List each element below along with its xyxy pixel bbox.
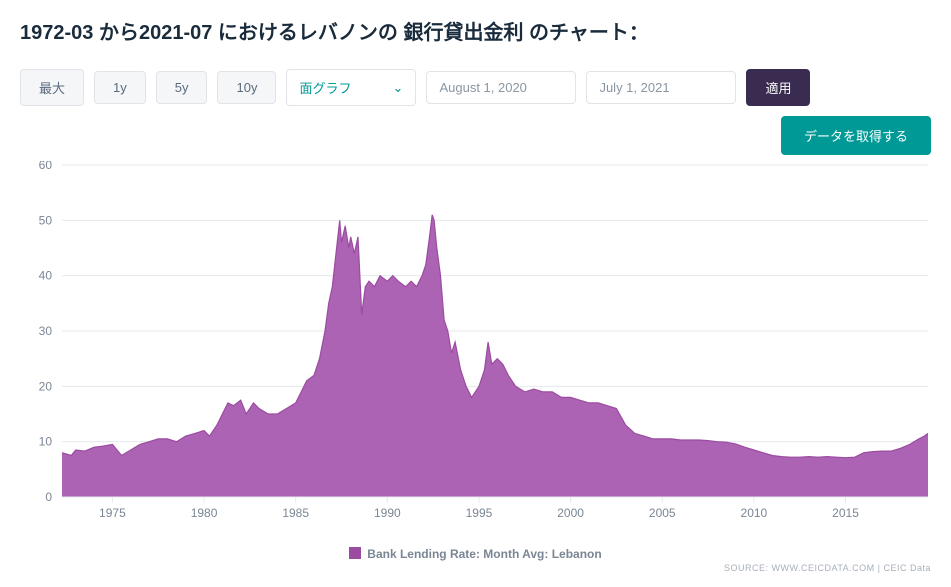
svg-text:40: 40 (39, 269, 53, 283)
range-5y-button[interactable]: 5y (156, 71, 208, 104)
svg-text:1990: 1990 (374, 506, 401, 520)
toolbar: 最大 1y 5y 10y 面グラフ ⌄ August 1, 2020 July … (20, 69, 931, 106)
date-from-input[interactable]: August 1, 2020 (426, 71, 576, 104)
svg-text:60: 60 (39, 161, 53, 172)
svg-text:2000: 2000 (557, 506, 584, 520)
page-title: 1972-03 から2021-07 におけるレバノンの 銀行貸出金利 のチャート… (20, 16, 931, 45)
chart-type-select[interactable]: 面グラフ ⌄ (286, 69, 416, 106)
svg-text:2005: 2005 (649, 506, 676, 520)
svg-text:2015: 2015 (832, 506, 859, 520)
date-to-input[interactable]: July 1, 2021 (586, 71, 736, 104)
source-attribution: SOURCE: WWW.CEICDATA.COM | CEIC Data (20, 563, 931, 573)
svg-text:2010: 2010 (741, 506, 768, 520)
legend-label: Bank Lending Rate: Month Avg: Lebanon (367, 547, 601, 561)
range-max-button[interactable]: 最大 (20, 69, 84, 106)
svg-text:30: 30 (39, 324, 53, 338)
svg-text:1975: 1975 (99, 506, 126, 520)
range-10y-button[interactable]: 10y (217, 71, 276, 104)
chart-area: 0 10 20 30 40 50 60 1975 1980 1985 1990 1995 2000 200… (20, 161, 931, 541)
legend-swatch (349, 547, 361, 559)
svg-text:1985: 1985 (282, 506, 309, 520)
fetch-row: データを取得する (20, 116, 931, 155)
chevron-down-icon: ⌄ (393, 80, 404, 96)
svg-text:10: 10 (39, 435, 53, 449)
svg-text:50: 50 (39, 213, 53, 227)
fetch-data-button[interactable]: データを取得する (781, 116, 931, 155)
chart-type-selected: 面グラフ (299, 78, 351, 97)
svg-text:0: 0 (45, 490, 52, 504)
svg-text:20: 20 (39, 379, 53, 393)
legend: Bank Lending Rate: Month Avg: Lebanon (20, 547, 931, 561)
svg-text:1980: 1980 (191, 506, 218, 520)
apply-button[interactable]: 適用 (746, 69, 810, 106)
area-chart-svg: 0 10 20 30 40 50 60 1975 1980 1985 1990 1995 2000 200… (20, 161, 931, 541)
range-1y-button[interactable]: 1y (94, 71, 146, 104)
svg-text:1995: 1995 (466, 506, 493, 520)
